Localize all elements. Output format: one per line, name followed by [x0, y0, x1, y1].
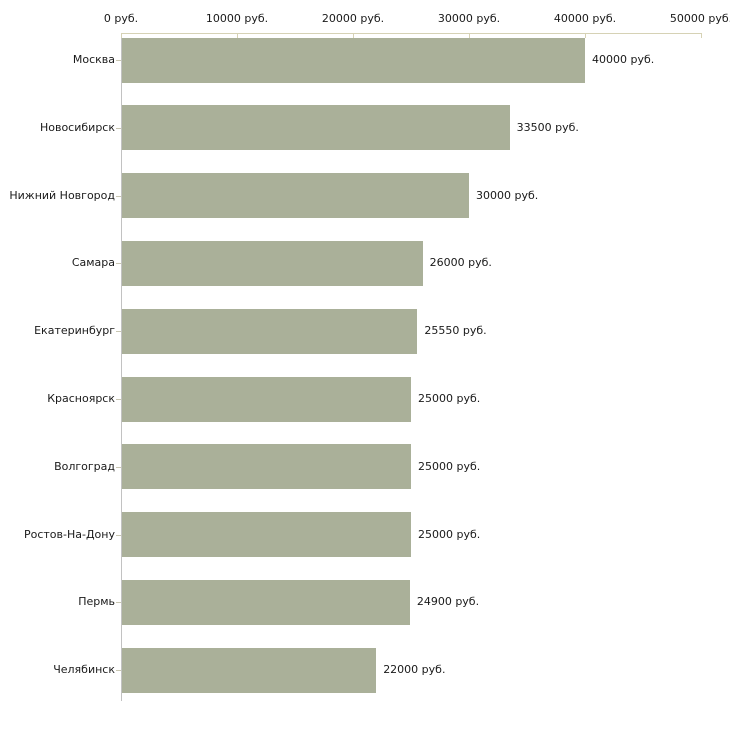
category-label: Пермь — [78, 595, 115, 609]
category-tick-mark — [116, 331, 121, 333]
category-tick-mark — [116, 466, 121, 468]
value-label: 25550 руб. — [424, 324, 487, 338]
category-label: Красноярск — [47, 392, 115, 405]
category-tick-mark — [116, 127, 121, 129]
value-label: 33500 руб. — [516, 120, 579, 134]
category-label: Ростов-На-Дону — [23, 527, 115, 541]
category-tick-mark — [116, 195, 121, 197]
value-label: 22000 руб. — [383, 663, 446, 677]
category-tick-mark — [116, 60, 121, 61]
category-label: Москва — [72, 53, 115, 66]
bar — [122, 444, 411, 490]
x-axis-tick-mark — [469, 33, 470, 38]
value-label: 30000 руб. — [476, 188, 539, 202]
category-label: Нижний Новгород — [9, 188, 115, 202]
x-axis-tick-label: 20000 руб. — [321, 12, 385, 25]
category-label: Челябинск — [53, 663, 115, 677]
category-label: Самара — [71, 256, 115, 270]
x-axis-tick-label: 30000 руб. — [437, 12, 501, 25]
y-axis-line — [121, 33, 122, 701]
bar — [122, 512, 411, 558]
category-label: Новосибирск — [39, 120, 115, 134]
x-axis-tick-label: 50000 руб. — [669, 12, 730, 25]
value-label: 25000 руб. — [418, 527, 481, 541]
bar — [122, 105, 510, 151]
bar — [122, 376, 411, 422]
value-label: 25000 руб. — [418, 392, 481, 405]
x-axis-tick-mark — [701, 33, 702, 38]
x-axis-tick-label: 10000 руб. — [205, 12, 269, 25]
category-tick-mark — [116, 263, 121, 265]
x-axis-tick-mark — [237, 33, 238, 38]
value-label: 26000 руб. — [429, 256, 492, 270]
category-tick-mark — [116, 534, 121, 536]
x-axis-tick-mark — [353, 33, 354, 38]
category-label: Екатеринбург — [34, 324, 115, 338]
bar — [122, 173, 469, 219]
value-label: 24900 руб. — [416, 595, 480, 609]
bar — [122, 240, 423, 286]
x-axis-tick-mark — [585, 33, 586, 38]
x-axis-tick-mark — [121, 33, 122, 38]
bar — [122, 37, 585, 83]
category-tick-mark — [116, 602, 121, 604]
bar — [122, 308, 418, 354]
value-label: 40000 руб. — [592, 53, 655, 66]
x-axis-line — [121, 33, 701, 34]
bar — [122, 647, 377, 693]
bar — [122, 579, 410, 625]
category-tick-mark — [116, 670, 121, 672]
value-label: 25000 руб. — [418, 459, 481, 473]
category-tick-mark — [116, 399, 121, 400]
category-label: Волгоград — [54, 459, 115, 473]
x-axis-tick-label: 40000 руб. — [553, 12, 617, 25]
x-axis-tick-label: 0 руб. — [103, 12, 139, 25]
